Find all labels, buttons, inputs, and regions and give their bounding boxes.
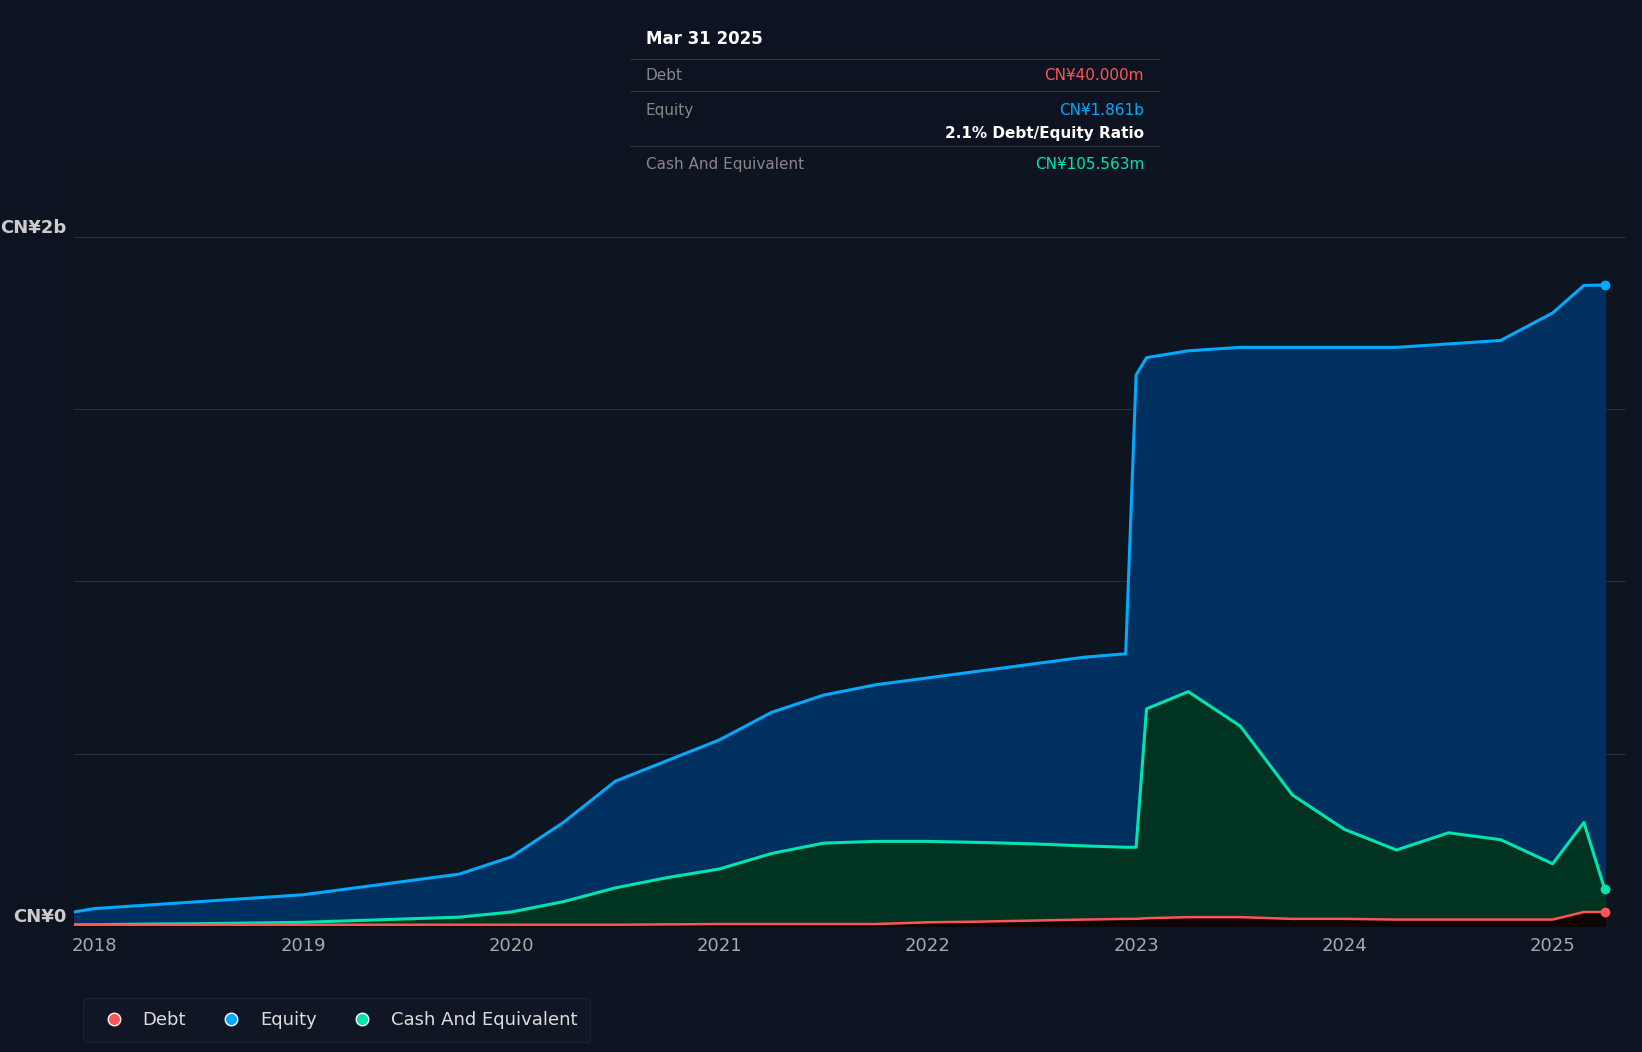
Text: CN¥2b: CN¥2b — [0, 219, 66, 237]
Text: CN¥1.861b: CN¥1.861b — [1059, 103, 1144, 118]
Text: Cash And Equivalent: Cash And Equivalent — [645, 157, 805, 171]
Legend: Debt, Equity, Cash And Equivalent: Debt, Equity, Cash And Equivalent — [82, 998, 589, 1041]
Text: CN¥0: CN¥0 — [13, 908, 66, 926]
Text: Mar 31 2025: Mar 31 2025 — [645, 29, 762, 48]
Text: 2.1% Debt/Equity Ratio: 2.1% Debt/Equity Ratio — [946, 126, 1144, 141]
Text: Debt: Debt — [645, 68, 683, 83]
Text: CN¥40.000m: CN¥40.000m — [1044, 68, 1144, 83]
Text: CN¥105.563m: CN¥105.563m — [1034, 157, 1144, 171]
Text: Equity: Equity — [645, 103, 695, 118]
